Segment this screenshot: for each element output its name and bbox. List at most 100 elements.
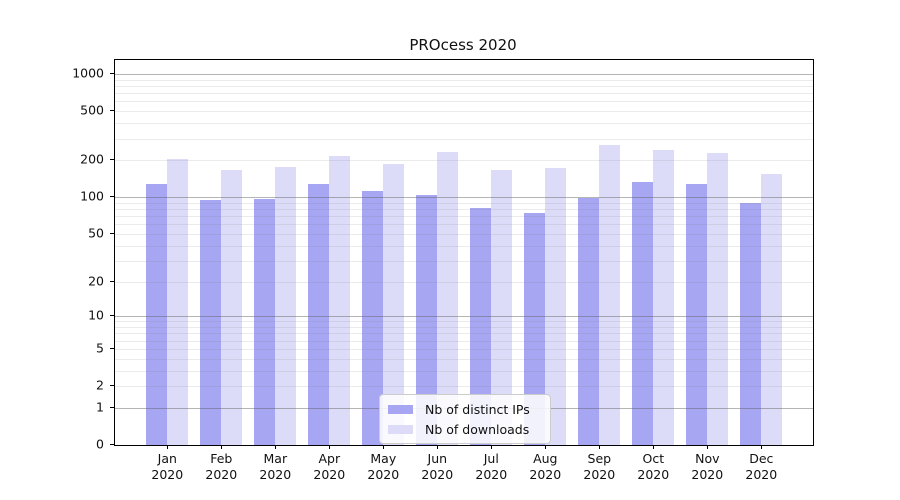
y-tick-label-10: 10 (88, 307, 104, 323)
legend-label-downloads: Nb of downloads (425, 421, 530, 437)
month-year: 2020 (637, 467, 670, 482)
y-tick-label-50: 50 (88, 225, 104, 241)
bar-distinct-ips-jun (416, 194, 437, 445)
month-name: May (370, 451, 397, 466)
x-tick-label-sep: Sep 2020 (571, 451, 627, 483)
y-tick-label-20: 20 (88, 273, 104, 288)
minor-gridline-40 (115, 245, 813, 247)
x-tick-label-aug: Aug 2020 (517, 451, 573, 483)
month-year: 2020 (745, 467, 778, 482)
month-year: 2020 (421, 467, 454, 482)
month-year: 2020 (259, 467, 292, 482)
bar-downloads-sep (599, 145, 620, 445)
y-tick-label-2: 2 (96, 377, 104, 393)
minor-gridline-20 (115, 281, 813, 283)
minor-gridline-500 (115, 111, 813, 113)
bar-downloads-feb (221, 169, 242, 445)
minor-gridline-4 (115, 358, 813, 360)
minor-gridline-6 (115, 340, 813, 342)
y-tick-label-5: 5 (96, 340, 104, 356)
y-tick-label-1: 1 (96, 399, 104, 415)
bar-downloads-oct (653, 150, 674, 445)
legend-label-distinct-ips: Nb of distinct IPs (425, 401, 530, 417)
legend-swatch-distinct-ips (388, 404, 413, 414)
minor-gridline-3 (115, 370, 813, 372)
y-tick-mark-5 (110, 347, 114, 349)
bar-downloads-jan (167, 158, 188, 445)
x-tick-mark-jun (437, 445, 439, 449)
bar-distinct-ips-apr (308, 184, 329, 445)
bar-distinct-ips-nov (686, 184, 707, 445)
minor-gridline-300 (115, 138, 813, 140)
minor-gridline-9 (115, 321, 813, 323)
y-tick-mark-0 (110, 444, 114, 445)
minor-gridline-900 (115, 79, 813, 81)
minor-gridline-8 (115, 327, 813, 328)
y-tick-mark-1 (110, 406, 114, 408)
legend: Nb of distinct IPs Nb of downloads (379, 394, 551, 444)
legend-row-downloads: Nb of downloads (380, 421, 550, 437)
x-tick-mark-dec (761, 445, 763, 449)
major-gridline-1000 (115, 74, 813, 75)
month-name: Feb (210, 451, 233, 466)
bar-distinct-ips-dec (740, 202, 761, 445)
minor-gridline-700 (115, 93, 813, 95)
major-gridline-10 (115, 316, 813, 318)
bar-downloads-apr (329, 155, 350, 445)
bar-distinct-ips-aug (524, 213, 545, 445)
y-tick-mark-50 (110, 232, 114, 234)
legend-row-distinct-ips: Nb of distinct IPs (380, 401, 550, 417)
y-tick-label-0: 0 (96, 436, 104, 452)
minor-gridline-80 (115, 209, 813, 211)
bar-downloads-jul (491, 170, 512, 445)
x-tick-mark-oct (653, 445, 655, 449)
month-year: 2020 (529, 467, 562, 482)
bar-downloads-nov (707, 152, 728, 445)
month-name: Apr (318, 451, 341, 466)
bar-downloads-may (383, 164, 404, 445)
x-tick-label-mar: Mar 2020 (247, 451, 303, 483)
x-tick-mark-nov (707, 445, 709, 449)
bar-distinct-ips-mar (254, 199, 275, 445)
month-name: Jun (427, 451, 448, 466)
plot-area: Nb of distinct IPs Nb of downloads (114, 59, 814, 446)
month-name: Mar (263, 451, 288, 466)
y-tick-mark-200 (110, 159, 114, 161)
y-tick-label-1000: 1000 (72, 65, 104, 81)
x-tick-mark-jan (167, 445, 169, 449)
x-tick-label-jan: Jan 2020 (139, 451, 195, 483)
bar-distinct-ips-jul (470, 207, 491, 445)
bar-distinct-ips-jan (146, 184, 167, 445)
y-tick-mark-500 (110, 110, 114, 112)
bar-downloads-dec (761, 174, 782, 445)
y-tick-mark-100 (110, 196, 114, 198)
y-tick-label-500: 500 (80, 102, 104, 118)
month-name: Aug (533, 451, 558, 466)
minor-gridline-30 (115, 260, 813, 262)
month-year: 2020 (313, 467, 346, 482)
x-tick-mark-may (383, 445, 385, 449)
minor-gridline-2 (115, 386, 813, 387)
minor-gridline-800 (115, 85, 813, 87)
bar-distinct-ips-sep (578, 198, 599, 445)
x-tick-mark-jul (491, 445, 493, 449)
x-tick-label-nov: Nov 2020 (679, 451, 735, 483)
month-name: Jan (157, 451, 177, 466)
minor-gridline-200 (115, 160, 813, 162)
month-name: Jul (483, 451, 499, 466)
bar-distinct-ips-feb (200, 199, 221, 445)
y-tick-mark-10 (110, 315, 114, 317)
month-year: 2020 (205, 467, 238, 482)
legend-swatch-downloads (388, 424, 413, 434)
month-year: 2020 (475, 467, 508, 482)
month-year: 2020 (583, 467, 616, 482)
x-tick-label-feb: Feb 2020 (193, 451, 249, 483)
minor-gridline-70 (115, 216, 813, 218)
bar-downloads-jun (437, 151, 458, 445)
month-name: Dec (749, 451, 774, 466)
y-tick-mark-1000 (110, 73, 114, 74)
minor-gridline-5 (115, 348, 813, 350)
minor-gridline-600 (115, 101, 813, 103)
minor-gridline-7 (115, 333, 813, 335)
x-tick-mark-apr (329, 445, 331, 449)
